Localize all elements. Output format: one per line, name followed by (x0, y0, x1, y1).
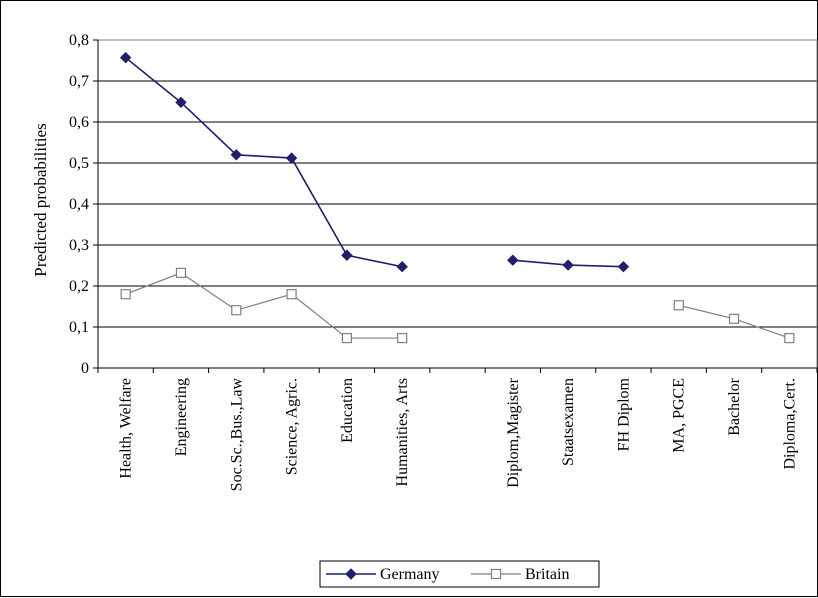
x-tick-label: Staatsexamen (560, 378, 577, 466)
series (119, 51, 795, 344)
y-tick-label: 0,4 (69, 196, 89, 213)
x-tick-label: Bachelor (726, 377, 743, 435)
data-point (396, 261, 408, 273)
data-point (673, 300, 684, 311)
y-tick-label: 0,6 (69, 114, 89, 131)
data-point (119, 51, 132, 64)
data-point (341, 332, 352, 344)
data-point (341, 249, 353, 261)
series-britain (120, 267, 795, 344)
data-point (507, 254, 519, 266)
x-tick-label: FH Diplom (615, 377, 632, 451)
series-germany (119, 51, 630, 273)
y-tick-label: 0,7 (69, 73, 89, 90)
data-point (230, 149, 242, 161)
data-point (286, 289, 297, 300)
y-tick-label: 0,3 (69, 237, 89, 254)
x-tick-label: Education (339, 378, 356, 443)
x-tick-label: Engineering (173, 378, 190, 456)
series-line (125, 272, 403, 339)
data-point (617, 261, 630, 273)
gridlines (98, 39, 817, 328)
legend-marker (345, 568, 357, 580)
y-tick-label: 0,5 (69, 155, 89, 172)
y-tick-label: 0,1 (69, 319, 89, 336)
x-tick-labels: Health, Welfare Engineering Soc.Sc.,Bus.,L… (118, 377, 799, 491)
x-tick-label: Health, Welfare (118, 378, 135, 479)
data-point (175, 96, 187, 109)
data-point (397, 332, 408, 344)
x-tick-label: MA, PGCE (671, 378, 688, 453)
data-point (562, 259, 574, 271)
x-tick-label: Diplom,Magister (505, 377, 522, 487)
y-tick-label: 0 (81, 360, 89, 377)
series-line (125, 57, 403, 268)
axes (93, 39, 818, 373)
data-point (728, 313, 740, 324)
y-tick-label: 0,2 (69, 278, 89, 295)
x-tick-label: Science, Agric. (284, 378, 301, 475)
x-tick-label: Diploma,Cert. (781, 378, 798, 470)
data-point (175, 267, 187, 278)
data-point (784, 332, 795, 344)
data-point (231, 305, 242, 316)
y-tick-labels: 0 0,1 0,2 0,3 0,4 0,5 0,6 0,7 0,8 (69, 32, 89, 377)
legend: Germany Britain (319, 560, 600, 588)
x-tick-label: Humanities, Arts (394, 378, 411, 486)
legend-marker (490, 568, 502, 580)
data-point (120, 289, 131, 300)
data-point (285, 152, 298, 164)
y-tick-label: 0,8 (69, 32, 89, 49)
y-axis-label: Predicted probabilities (31, 123, 50, 276)
x-tick-label: Soc.Sc.,Bus.,Law (228, 378, 245, 492)
legend-label: Britain (525, 566, 569, 583)
legend-label: Germany (380, 566, 440, 583)
